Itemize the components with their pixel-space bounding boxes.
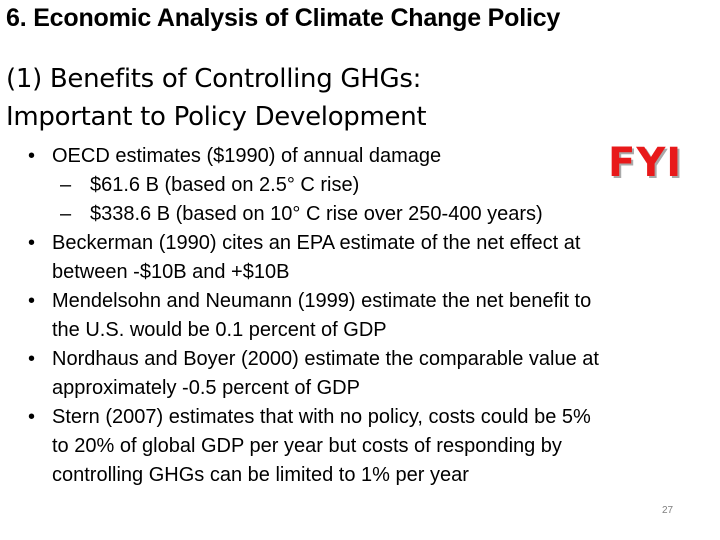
bullet-text: Beckerman (1990) cites an EPA estimate o… [52,232,581,254]
bullet-icon: • [28,348,36,370]
fyi-badge: FYI [608,140,683,186]
bullet-text: Nordhaus and Boyer (2000) estimate the c… [52,348,599,370]
bullet-text: to 20% of global GDP per year but costs … [52,435,562,457]
bullet-item-nordhaus: • Nordhaus and Boyer (2000) estimate the… [0,345,712,403]
bullet-item-oecd: • OECD estimates ($1990) of annual damag… [0,142,712,171]
bullet-item-stern: • Stern (2007) estimates that with no po… [0,403,712,490]
bullet-icon: • [28,406,36,428]
sub-bullet-item: – $338.6 B (based on 10° C rise over 250… [0,200,720,229]
slide-title: 6. Economic Analysis of Climate Change P… [6,4,561,32]
sub-bullet-item: – $61.6 B (based on 2.5° C rise) [0,171,720,200]
bullet-text: approximately -0.5 percent of GDP [52,377,360,399]
bullet-text: Stern (2007) estimates that with no poli… [52,406,591,428]
bullet-text: OECD estimates ($1990) of annual damage [52,145,442,167]
bullet-list: • OECD estimates ($1990) of annual damag… [0,142,720,490]
bullet-text: between -$10B and +$10B [52,261,290,283]
dash-icon: – [60,174,72,196]
sub-bullet-text: $338.6 B (based on 10° C rise over 250-4… [90,203,543,225]
dash-icon: – [60,203,72,225]
bullet-icon: • [28,232,36,254]
subtitle-line: Important to Policy Development [6,102,427,132]
bullet-text: the U.S. would be 0.1 percent of GDP [52,319,387,341]
page-number: 27 [662,505,674,516]
bullet-item-beckerman: • Beckerman (1990) cites an EPA estimate… [0,229,712,287]
subtitle-line: (1) Benefits of Controlling GHGs: [6,64,422,94]
slide-subtitle: (1) Benefits of Controlling GHGs: Import… [6,60,427,136]
bullet-item-mendelsohn: • Mendelsohn and Neumann (1999) estimate… [0,287,712,345]
bullet-text: Mendelsohn and Neumann (1999) estimate t… [52,290,592,312]
sub-bullet-text: $61.6 B (based on 2.5° C rise) [90,174,360,196]
bullet-icon: • [28,290,36,312]
bullet-text: controlling GHGs can be limited to 1% pe… [52,464,469,486]
bullet-icon: • [28,145,36,167]
